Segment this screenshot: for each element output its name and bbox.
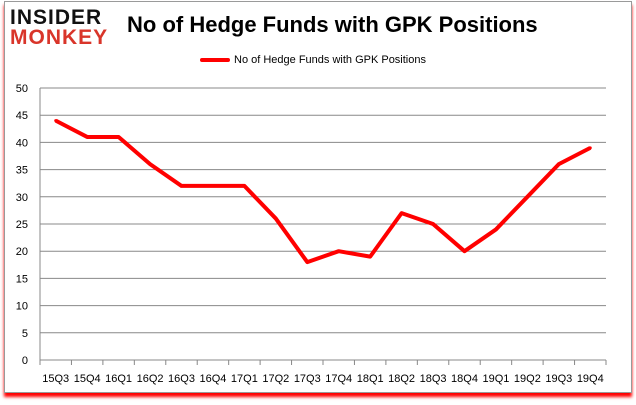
data-point bbox=[463, 249, 466, 253]
data-point bbox=[54, 119, 58, 123]
y-tick-label: 30 bbox=[16, 192, 28, 204]
x-tick-label: 19Q4 bbox=[577, 373, 604, 385]
x-tick-label: 15Q4 bbox=[74, 373, 101, 385]
x-tick-label: 16Q2 bbox=[137, 373, 164, 385]
x-tick-label: 19Q3 bbox=[545, 373, 572, 385]
y-tick-label: 25 bbox=[16, 219, 28, 231]
insider-monkey-logo: INSIDER MONKEY bbox=[10, 6, 109, 49]
y-tick-label: 40 bbox=[16, 137, 28, 149]
data-point bbox=[431, 222, 435, 226]
x-tick-label: 17Q2 bbox=[262, 373, 289, 385]
x-tick-label: 16Q4 bbox=[199, 373, 226, 385]
data-point bbox=[85, 135, 89, 139]
y-tick-label: 20 bbox=[16, 246, 28, 258]
logo-line2: MONKEY bbox=[10, 26, 109, 49]
logo-line1: INSIDER bbox=[10, 6, 103, 29]
x-tick-label: 17Q4 bbox=[325, 373, 352, 385]
y-tick-label: 35 bbox=[16, 165, 28, 177]
x-tick-label: 18Q2 bbox=[388, 373, 415, 385]
legend-label: No of Hedge Funds with GPK Positions bbox=[234, 54, 426, 66]
data-point bbox=[274, 217, 278, 221]
y-tick-label: 50 bbox=[16, 83, 28, 95]
x-tick-label: 16Q1 bbox=[105, 373, 132, 385]
data-point bbox=[211, 184, 215, 188]
x-tick-label: 18Q1 bbox=[357, 373, 384, 385]
data-point bbox=[148, 162, 152, 166]
x-tick-label: 19Q1 bbox=[482, 373, 509, 385]
y-tick-label: 45 bbox=[16, 110, 28, 122]
series-line bbox=[54, 118, 592, 265]
legend: No of Hedge Funds with GPK Positions bbox=[200, 54, 426, 66]
legend-swatch bbox=[200, 58, 230, 62]
y-tick-label: 0 bbox=[22, 355, 28, 367]
data-point bbox=[180, 184, 183, 188]
data-point bbox=[305, 260, 309, 264]
data-point bbox=[368, 255, 372, 259]
x-tick-label: 18Q3 bbox=[420, 373, 447, 385]
x-tick-label: 17Q3 bbox=[294, 373, 321, 385]
x-tick-label: 15Q3 bbox=[42, 373, 69, 385]
data-point bbox=[117, 135, 121, 139]
data-point bbox=[242, 184, 246, 188]
y-tick-label: 10 bbox=[16, 301, 28, 313]
y-tick-label: 15 bbox=[16, 273, 28, 285]
x-tick-label: 19Q2 bbox=[514, 373, 541, 385]
data-point bbox=[337, 249, 341, 253]
data-point bbox=[400, 211, 404, 215]
data-point bbox=[494, 227, 498, 231]
data-point bbox=[525, 195, 529, 199]
data-point bbox=[588, 146, 592, 150]
y-tick-label: 5 bbox=[22, 328, 28, 340]
x-tick-label: 18Q4 bbox=[451, 373, 478, 385]
x-tick-label: 16Q3 bbox=[168, 373, 195, 385]
x-tick-label: 17Q1 bbox=[231, 373, 258, 385]
data-point bbox=[557, 162, 561, 166]
chart-title: No of Hedge Funds with GPK Positions bbox=[127, 12, 538, 37]
